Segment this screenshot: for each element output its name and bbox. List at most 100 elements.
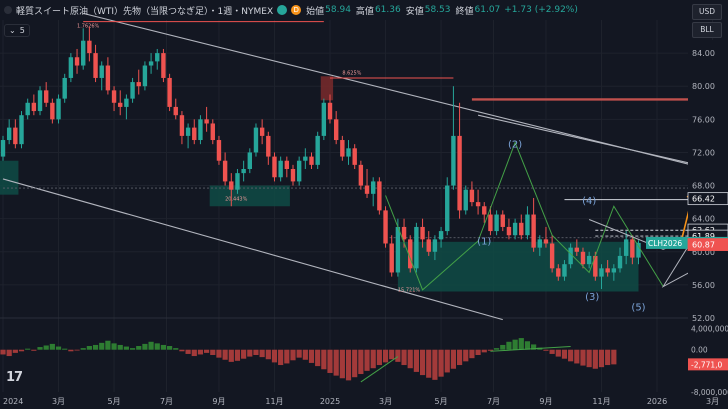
candle-body — [148, 61, 154, 66]
candle-body — [562, 264, 567, 277]
candle-body — [482, 206, 487, 215]
histogram-bar — [265, 349, 271, 360]
histogram-bar — [0, 349, 6, 355]
indicator-toggle[interactable]: ⌄ 5 — [4, 24, 30, 37]
candle-body — [62, 77, 67, 99]
candle-body — [531, 214, 536, 248]
price-tick-label: 76.00 — [692, 115, 715, 124]
histogram-bar — [543, 349, 549, 351]
histogram-bar — [191, 349, 197, 357]
candle-body — [445, 185, 450, 232]
chevron-down-icon[interactable]: ⌄ — [9, 26, 16, 35]
level-label: 8.625% — [342, 71, 361, 77]
candle-body — [259, 127, 265, 136]
candle-body — [630, 239, 635, 258]
time-tick-label: 3月 — [379, 397, 392, 406]
candle-body — [266, 135, 271, 157]
histogram-bar — [549, 349, 555, 354]
candle-body — [216, 140, 222, 161]
histogram-bar — [12, 349, 18, 353]
time-tick-label: 2025 — [320, 397, 340, 406]
candle-body — [599, 268, 604, 277]
oscillator-tick-label: 0.00 — [691, 346, 708, 355]
histogram-bar — [413, 349, 419, 372]
time-tick-label: 7月 — [160, 397, 173, 406]
price-level-badge — [687, 192, 728, 206]
candle-body — [19, 115, 24, 145]
histogram-bar — [345, 349, 352, 381]
candle-body — [463, 189, 468, 211]
histogram-bar — [271, 349, 278, 363]
candle-body — [506, 226, 512, 236]
candle-body — [173, 106, 178, 116]
candle-body — [420, 226, 425, 240]
candle-body — [395, 226, 401, 273]
histogram-bar — [160, 344, 167, 350]
candle-body — [321, 102, 327, 136]
histogram-bar — [173, 348, 179, 350]
candle-body — [574, 247, 580, 252]
histogram-bar — [475, 349, 481, 355]
price-level-label: 66.42 — [692, 195, 715, 204]
currency-button[interactable]: USD — [692, 4, 722, 20]
histogram-bar — [444, 349, 450, 373]
histogram-bar — [142, 343, 148, 350]
candle-body — [414, 226, 419, 269]
symbol-badge — [646, 236, 688, 249]
histogram-bar — [123, 346, 129, 350]
time-tick-label: 7月 — [487, 397, 500, 406]
unit-button[interactable]: BLL — [692, 22, 722, 38]
candle-body — [512, 222, 518, 236]
histogram-bar — [204, 349, 210, 353]
tradingview-logo-icon: 17 — [6, 370, 23, 385]
histogram-bar — [401, 349, 407, 366]
candle-body — [568, 247, 573, 265]
candle-body — [333, 119, 339, 141]
candle-body — [494, 214, 499, 232]
low-value: 58.53 — [424, 5, 451, 15]
candle-body — [377, 181, 382, 211]
candle-body — [519, 222, 524, 236]
histogram-bar — [512, 339, 518, 350]
histogram-bar — [166, 346, 173, 350]
price-axis[interactable]: 84.00 80.00 76.00 72.00 68.00 64.00 60.00 56.00… — [646, 40, 728, 409]
delayed-data-badge[interactable]: D — [291, 5, 302, 15]
level-label: 15.721% — [398, 288, 420, 294]
histogram-bar — [129, 348, 136, 350]
candle-body — [31, 102, 37, 112]
candle-body — [0, 140, 6, 157]
support-zone-left — [0, 160, 19, 195]
histogram-bar — [568, 349, 574, 362]
price-level-badge — [687, 238, 728, 251]
wave-label: (2) — [508, 139, 522, 150]
histogram-bar — [62, 348, 68, 350]
candle-body — [142, 65, 148, 87]
histogram-bar — [210, 349, 216, 355]
candle-body — [229, 181, 234, 190]
time-tick-label: 5月 — [108, 397, 121, 406]
candle-body — [50, 102, 55, 120]
oscillator-tick-label: -8,000,000 — [691, 388, 728, 397]
histogram-bar — [216, 349, 222, 358]
histogram-bar — [605, 349, 611, 366]
price-tick-label: 80.00 — [692, 82, 715, 91]
time-tick-label: 5月 — [435, 397, 448, 406]
symbol-icon[interactable] — [4, 6, 12, 14]
time-tick-label: 11月 — [592, 397, 610, 406]
time-tick-label: 3月 — [706, 397, 719, 406]
histogram-bar — [487, 349, 494, 351]
histogram-bar — [247, 349, 253, 357]
oscillator-tick-label: 4,000,000 — [691, 325, 728, 334]
histogram-bar — [327, 349, 333, 373]
histogram-bar — [55, 346, 62, 350]
channel-lower-line — [2, 178, 503, 321]
market-status-icon[interactable] — [277, 5, 288, 15]
histogram-bar — [438, 349, 444, 377]
histogram-bar — [494, 348, 500, 350]
time-axis[interactable]: 2024 3月 5月 7月 9月 11月 2025 3月 5月 7月 9月 11月 2026 3月 — [3, 397, 719, 406]
histogram-bar — [68, 349, 74, 352]
chart-title[interactable]: 軽質スイート原油（WTI）先物（当限つなぎ足）・1週・NYMEX — [16, 6, 274, 17]
candle-body — [290, 169, 296, 182]
